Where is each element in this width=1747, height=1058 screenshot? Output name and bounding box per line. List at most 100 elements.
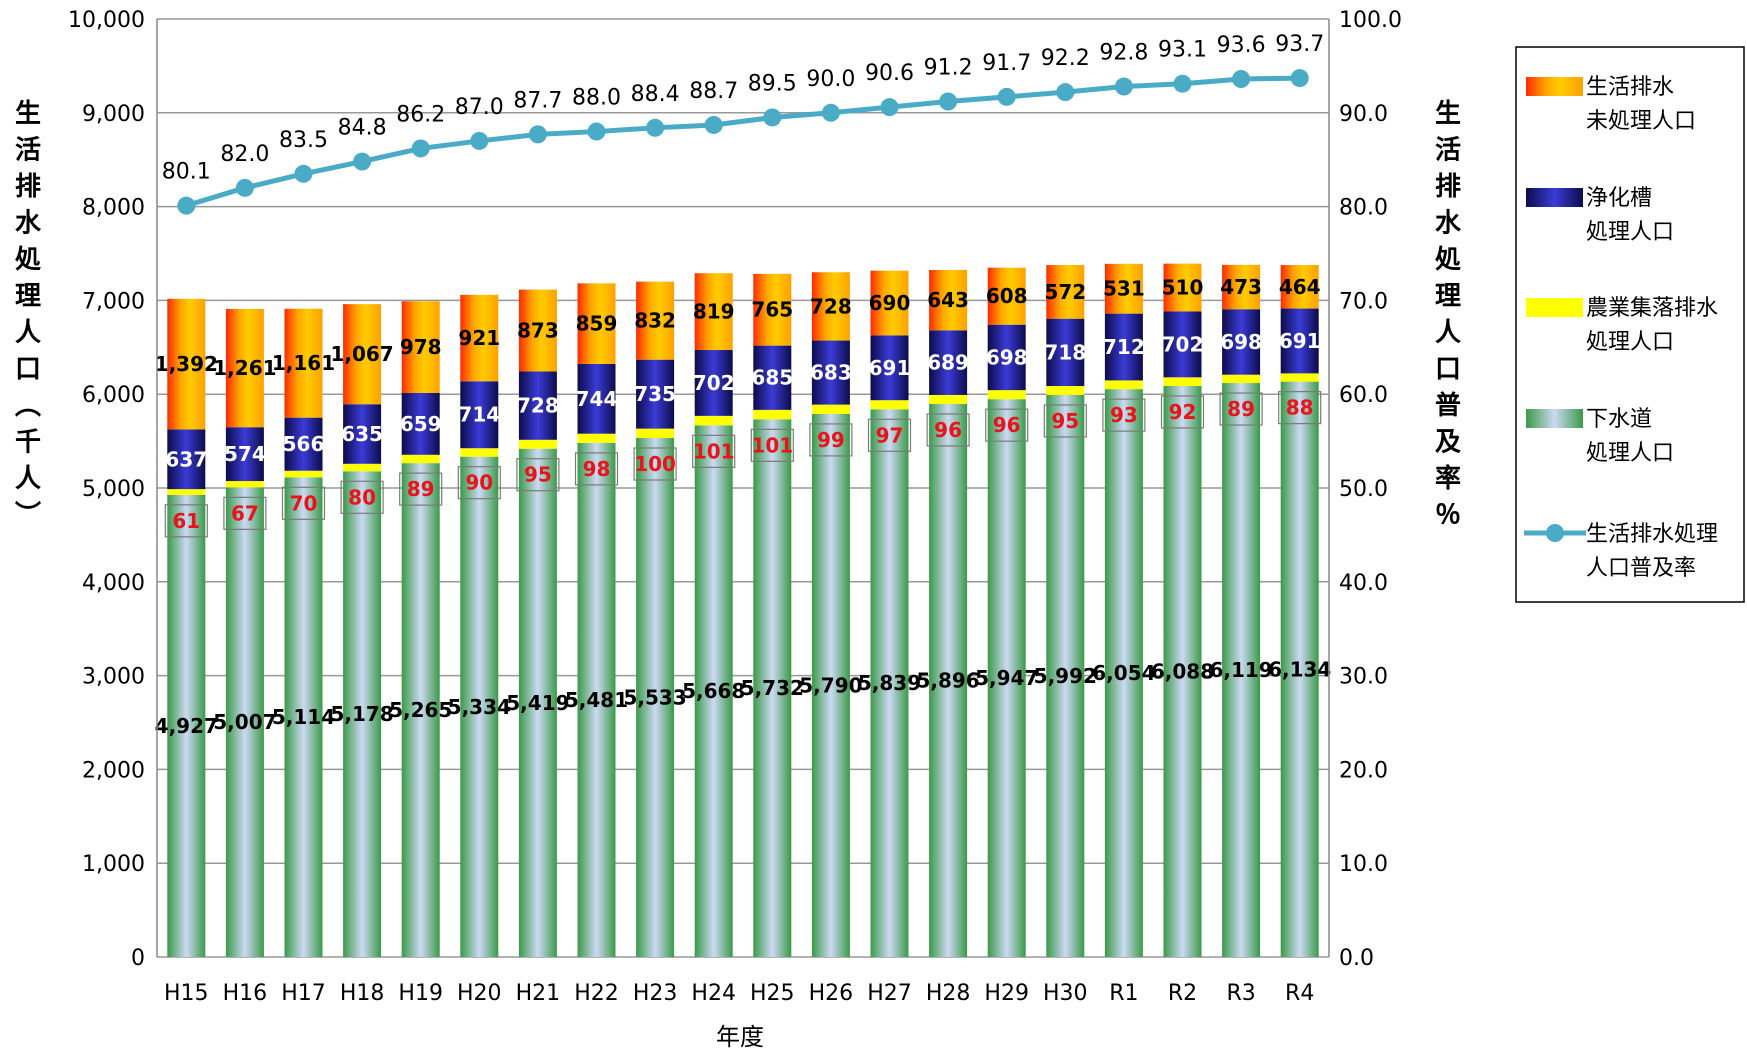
label-untreated: 728 — [810, 294, 852, 318]
bar-septic — [870, 335, 909, 401]
rate-line-layer: 80.1 82.0 83.5 84.8 86.2 87.0 87.7 88.0 88.4 88.7… — [162, 32, 1324, 215]
label-sewer: 5,992 — [1034, 664, 1097, 688]
label-box-rural — [809, 423, 853, 457]
x-tick-label: H24 — [691, 981, 736, 1006]
x-tick-label: R2 — [1168, 981, 1197, 1006]
label-rate: 84.8 — [338, 116, 387, 141]
bar-sewer — [811, 413, 850, 957]
label-box-rural — [223, 496, 267, 530]
label-sewer: 5,265 — [389, 698, 452, 722]
bar-untreated — [987, 267, 1026, 325]
x-tick-label: H17 — [281, 981, 326, 1006]
label-box-rural — [692, 434, 736, 468]
label-septic: 718 — [1044, 340, 1086, 364]
label-septic: 702 — [1162, 332, 1204, 356]
label-rate: 80.1 — [162, 160, 211, 185]
label-untreated: 1,261 — [213, 356, 276, 380]
bar-untreated — [694, 273, 733, 351]
rate-line — [185, 75, 1300, 209]
label-septic: 574 — [224, 442, 266, 466]
x-tick-label: H19 — [398, 981, 443, 1006]
axes-layer: 0 1,000 2,000 3,000 4,000 5,000 6,000 7,000 8,00… — [68, 8, 1402, 1006]
legend-label-sewer: 処理人口 — [1586, 441, 1674, 466]
left-axis-title: 生活排水処理人口︵千人︶ — [15, 99, 42, 531]
legend-label-rural: 処理人口 — [1586, 330, 1674, 355]
label-septic: 712 — [1103, 335, 1145, 359]
label-rural: 80 — [348, 485, 376, 509]
x-tick-label: H30 — [1043, 981, 1088, 1006]
rate-marker — [704, 115, 723, 134]
label-untreated: 819 — [693, 300, 735, 324]
rate-marker — [763, 108, 782, 127]
bar-rural — [284, 470, 323, 478]
rate-marker — [1173, 74, 1192, 93]
y-left-tick-label: 2,000 — [82, 758, 145, 783]
legend-label-sewer: 下水道 — [1586, 407, 1652, 432]
label-rural: 70 — [290, 491, 318, 515]
label-untreated: 1,161 — [272, 351, 335, 375]
label-sewer: 5,007 — [213, 710, 276, 734]
x-tick-label: H16 — [223, 981, 268, 1006]
bar-rural — [1104, 380, 1143, 390]
label-untreated: 643 — [927, 288, 969, 312]
label-rural: 89 — [407, 477, 435, 501]
label-box-rural — [985, 408, 1029, 442]
label-rural: 95 — [524, 463, 552, 487]
y-left-tick-label: 1,000 — [82, 852, 145, 877]
label-rate: 83.5 — [279, 128, 328, 153]
bar-septic — [1046, 318, 1085, 387]
label-rural: 99 — [817, 428, 845, 452]
legend-label-untreated: 未処理人口 — [1586, 109, 1696, 134]
y-left-tick-label: 5,000 — [82, 477, 145, 502]
label-septic: 691 — [869, 356, 911, 380]
label-box-rural — [1160, 395, 1205, 429]
label-sewer: 5,839 — [858, 671, 921, 695]
x-tick-label: R3 — [1226, 981, 1255, 1006]
rate-marker — [177, 196, 196, 215]
x-tick-label: H21 — [516, 981, 561, 1006]
label-box-rural — [1278, 391, 1322, 425]
rate-marker — [1232, 70, 1251, 89]
label-box-rural — [281, 486, 326, 520]
bar-septic — [167, 429, 206, 490]
label-box-rural — [750, 428, 794, 462]
bar-rural — [636, 428, 675, 439]
legend-swatch-untreated — [1526, 77, 1583, 96]
label-sewer: 4,927 — [155, 714, 218, 738]
label-rate: 82.0 — [220, 142, 269, 167]
bar-untreated — [401, 301, 440, 393]
bar-untreated — [284, 308, 323, 418]
y-right-tick-label: 100.0 — [1339, 8, 1402, 33]
label-septic: 635 — [341, 422, 383, 446]
bar-sewer — [1104, 389, 1143, 958]
label-rate: 90.6 — [865, 61, 914, 86]
label-septic: 637 — [165, 447, 207, 471]
label-box-rural — [399, 472, 443, 506]
y-left-tick-label: 9,000 — [82, 102, 145, 127]
label-sewer: 5,481 — [565, 688, 628, 712]
x-tick-label: H28 — [926, 981, 971, 1006]
gridlines — [157, 18, 1329, 958]
label-untreated: 832 — [634, 309, 676, 333]
y-left-tick-label: 7,000 — [82, 289, 145, 314]
label-septic: 685 — [751, 366, 793, 390]
label-untreated: 921 — [458, 326, 500, 350]
bar-untreated — [811, 272, 850, 341]
label-untreated: 873 — [517, 319, 559, 343]
x-tick-label: H23 — [633, 981, 678, 1006]
bar-untreated — [225, 308, 264, 428]
rate-marker — [353, 152, 372, 171]
label-septic: 689 — [927, 351, 969, 375]
rate-marker — [1114, 77, 1133, 96]
right-axis-title: 生活排水処理人口普及率％ — [1435, 99, 1462, 531]
label-rate: 93.1 — [1158, 38, 1207, 63]
bar-rural — [343, 463, 382, 472]
x-tick-label: H22 — [574, 981, 619, 1006]
label-rural: 96 — [993, 413, 1021, 437]
label-box-rural — [926, 413, 970, 447]
bar-sewer — [1046, 394, 1085, 957]
label-septic: 566 — [283, 432, 325, 456]
label-rate: 88.7 — [689, 79, 738, 104]
legend-label-septic: 処理人口 — [1586, 220, 1674, 245]
bar-sewer — [1222, 383, 1261, 957]
